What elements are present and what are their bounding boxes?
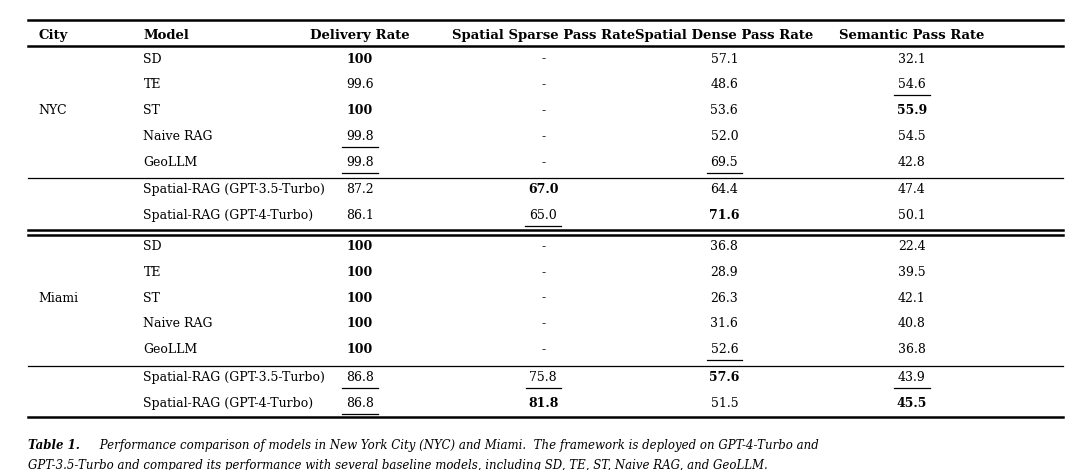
Text: 100: 100	[347, 240, 373, 253]
Text: Spatial-RAG (GPT-4-Turbo): Spatial-RAG (GPT-4-Turbo)	[144, 397, 313, 410]
Text: 52.0: 52.0	[711, 130, 738, 143]
Text: 100: 100	[347, 343, 373, 356]
Text: 39.5: 39.5	[899, 266, 926, 279]
Text: 86.8: 86.8	[346, 397, 374, 410]
Text: City: City	[39, 29, 68, 42]
Text: 45.5: 45.5	[896, 397, 927, 410]
Text: 54.5: 54.5	[899, 130, 926, 143]
Text: 22.4: 22.4	[899, 240, 926, 253]
Text: Spatial Sparse Pass Rate: Spatial Sparse Pass Rate	[451, 29, 635, 42]
Text: 71.6: 71.6	[710, 209, 740, 222]
Text: 81.8: 81.8	[528, 397, 558, 410]
Text: ST: ST	[144, 104, 160, 117]
Text: 53.6: 53.6	[711, 104, 739, 117]
Text: -: -	[541, 53, 545, 66]
Text: ST: ST	[144, 291, 160, 305]
Text: Delivery Rate: Delivery Rate	[310, 29, 409, 42]
Text: 43.9: 43.9	[897, 371, 926, 384]
Text: Model: Model	[144, 29, 189, 42]
Text: Performance comparison of models in New York City (NYC) and Miami.  The framewor: Performance comparison of models in New …	[96, 439, 819, 452]
Text: Naive RAG: Naive RAG	[144, 130, 213, 143]
Text: -: -	[541, 104, 545, 117]
Text: GeoLLM: GeoLLM	[144, 156, 198, 169]
Text: 57.1: 57.1	[711, 53, 738, 66]
Text: 100: 100	[347, 317, 373, 330]
Text: TE: TE	[144, 78, 161, 91]
Text: -: -	[541, 78, 545, 91]
Text: 86.1: 86.1	[346, 209, 374, 222]
Text: GPT-3.5-Turbo and compared its performance with several baseline models, includi: GPT-3.5-Turbo and compared its performan…	[28, 459, 768, 470]
Text: 100: 100	[347, 104, 373, 117]
Text: -: -	[541, 156, 545, 169]
Text: -: -	[541, 130, 545, 143]
Text: 87.2: 87.2	[347, 183, 374, 196]
Text: -: -	[541, 317, 545, 330]
Text: 64.4: 64.4	[711, 183, 739, 196]
Text: 69.5: 69.5	[711, 156, 738, 169]
Text: 99.8: 99.8	[347, 130, 374, 143]
Text: SD: SD	[144, 240, 162, 253]
Text: 28.9: 28.9	[711, 266, 738, 279]
Text: 42.8: 42.8	[897, 156, 926, 169]
Text: 42.1: 42.1	[897, 291, 926, 305]
Text: Table 1.: Table 1.	[28, 439, 80, 452]
Text: 57.6: 57.6	[710, 371, 740, 384]
Text: 32.1: 32.1	[897, 53, 926, 66]
Text: 75.8: 75.8	[529, 371, 557, 384]
Text: 40.8: 40.8	[897, 317, 926, 330]
Text: -: -	[541, 343, 545, 356]
Text: -: -	[541, 240, 545, 253]
Text: 99.8: 99.8	[347, 156, 374, 169]
Text: 36.8: 36.8	[897, 343, 926, 356]
Text: 26.3: 26.3	[711, 291, 739, 305]
Text: 54.6: 54.6	[897, 78, 926, 91]
Text: -: -	[541, 291, 545, 305]
Text: Spatial Dense Pass Rate: Spatial Dense Pass Rate	[635, 29, 813, 42]
Text: Spatial-RAG (GPT-4-Turbo): Spatial-RAG (GPT-4-Turbo)	[144, 209, 313, 222]
Text: 67.0: 67.0	[528, 183, 558, 196]
Text: Semantic Pass Rate: Semantic Pass Rate	[839, 29, 985, 42]
Text: Naive RAG: Naive RAG	[144, 317, 213, 330]
Text: 100: 100	[347, 291, 373, 305]
Text: 36.8: 36.8	[711, 240, 739, 253]
Text: 47.4: 47.4	[897, 183, 926, 196]
Text: GeoLLM: GeoLLM	[144, 343, 198, 356]
Text: 100: 100	[347, 53, 373, 66]
Text: 100: 100	[347, 266, 373, 279]
Text: TE: TE	[144, 266, 161, 279]
Text: 51.5: 51.5	[711, 397, 738, 410]
Text: NYC: NYC	[39, 104, 67, 117]
Text: -: -	[541, 266, 545, 279]
Text: Spatial-RAG (GPT-3.5-Turbo): Spatial-RAG (GPT-3.5-Turbo)	[144, 371, 325, 384]
Text: 31.6: 31.6	[711, 317, 739, 330]
Text: SD: SD	[144, 53, 162, 66]
Text: 48.6: 48.6	[711, 78, 739, 91]
Text: 52.6: 52.6	[711, 343, 738, 356]
Text: 86.8: 86.8	[346, 371, 374, 384]
Text: 65.0: 65.0	[529, 209, 557, 222]
Text: 55.9: 55.9	[896, 104, 927, 117]
Text: Miami: Miami	[39, 291, 79, 305]
Text: 50.1: 50.1	[897, 209, 926, 222]
Text: 99.6: 99.6	[347, 78, 374, 91]
Text: Spatial-RAG (GPT-3.5-Turbo): Spatial-RAG (GPT-3.5-Turbo)	[144, 183, 325, 196]
